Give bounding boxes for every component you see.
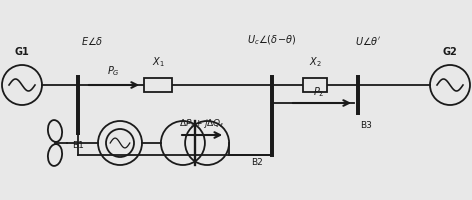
Text: $U\angle\theta'$: $U\angle\theta'$ [355,35,381,47]
Text: $X_1$: $X_1$ [152,55,164,69]
Text: B3: B3 [360,121,372,130]
Bar [144,78,172,92]
Text: G2: G2 [443,47,457,57]
Text: $X_2$: $X_2$ [309,55,321,69]
Text: G1: G1 [15,47,29,57]
Text: $P_G$: $P_G$ [107,64,119,78]
Text: $\Delta P_f + j\Delta Q_f$: $\Delta P_f + j\Delta Q_f$ [179,117,225,130]
Text: $U_c\angle(\delta\!-\!\theta)$: $U_c\angle(\delta\!-\!\theta)$ [247,33,297,47]
Text: B1: B1 [72,141,84,150]
Bar [303,78,327,92]
Text: B2: B2 [251,158,263,167]
Text: $P_{\Sigma}$: $P_{\Sigma}$ [313,85,325,99]
Text: $E\angle\delta$: $E\angle\delta$ [81,35,103,47]
